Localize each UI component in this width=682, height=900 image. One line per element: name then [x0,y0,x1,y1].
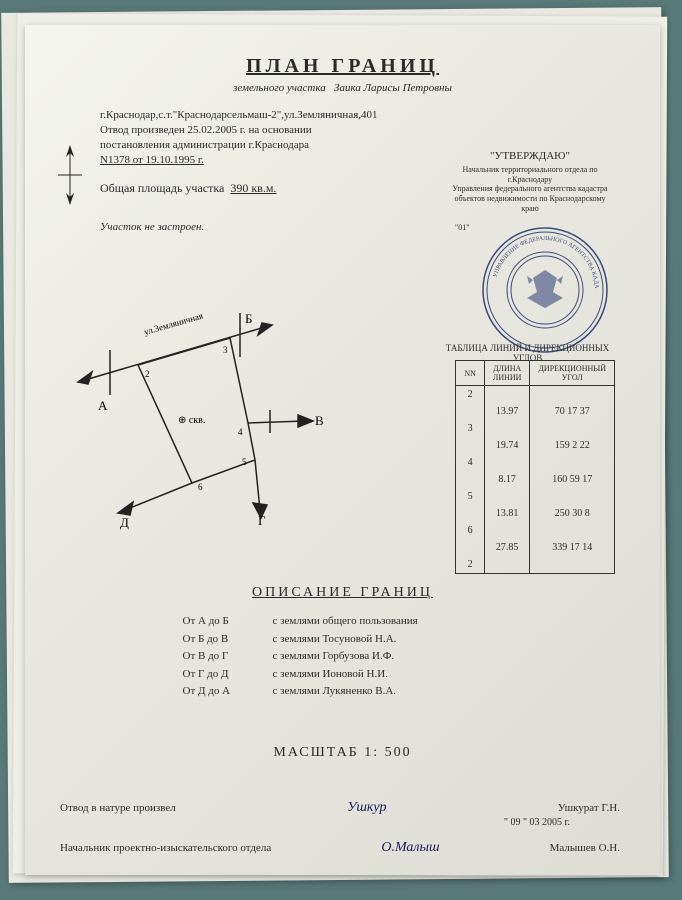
sig2-name: Малышев О.Н. [550,842,620,854]
svg-text:4: 4 [238,427,243,437]
boundary-desc: с землями Ионовой Н.И. [273,666,503,684]
boundary-row: От Б до Вс землями Тосуновой Н.А. [25,631,660,649]
boundary-from: От А до Б [183,613,273,631]
svg-text:6: 6 [198,482,203,492]
pt-A: А [98,398,108,413]
sig1-name: Ушкурат Г.Н. [558,802,620,814]
pt-B: Б [245,311,252,326]
sig1-signature: Ушкур [347,800,386,816]
table-row: 8.17 160 59 17 [456,471,615,488]
boundary-desc: с землями Лукяненко В.А. [273,683,503,701]
sig2-label: Начальник проектно-изыскательского отдел… [60,842,271,854]
svg-text:3: 3 [223,345,228,355]
table-row: 4 [456,454,615,471]
compass-icon [55,145,85,205]
table-row: 6 [456,522,615,539]
col-ang: ДИРЕКЦИОННЫЙУГОЛ [530,361,615,386]
boundary-row: От Г до Дс землями Ионовой Н.И. [25,666,660,684]
pt-V: В [315,413,324,428]
signature-row-2: Начальник проектно-изыскательского отдел… [60,840,620,856]
resolution: постановления администрации г.Краснодара [100,138,420,153]
boundary-row: От Д до Ас землями Лукяненко В.А. [25,683,660,701]
svg-text:2: 2 [145,369,150,379]
approve-block: "УТВЕРЖДАЮ" Начальник территориального о… [445,150,615,233]
boundary-from: От Г до Д [183,666,273,684]
table-header-row: NN ДЛИНАЛИНИИ ДИРЕКЦИОННЫЙУГОЛ [456,361,615,386]
doc-title: ПЛАН ГРАНИЦ [60,55,625,78]
sig2-signature: О.Малыш [381,840,439,856]
approve-l2: Управления федерального агентства кадаст… [445,184,615,194]
approve-l1: Начальник территориального отдела по г.К… [445,165,615,184]
coord-table: NN ДЛИНАЛИНИИ ДИРЕКЦИОННЫЙУГОЛ 2 13.97 7… [455,360,615,574]
doc-subtitle: земельного участка Заика Ларисы Петровны [60,82,625,94]
col-len: ДЛИНАЛИНИИ [484,361,530,386]
boundaries-section: ОПИСАНИЕ ГРАНИЦ От А до Бс землями общег… [25,585,660,701]
address: г.Краснодар,с.т."Краснодарсельмаш-2",ул.… [100,108,420,123]
street-label: ул.Земляничная [143,311,204,337]
signature-date: " 09 " 03 2005 г. [504,817,570,828]
approve-title: "УТВЕРЖДАЮ" [445,150,615,163]
scale-label: МАСШТАБ 1: 500 [25,745,660,761]
boundary-desc: с землями Горбузова И.Ф. [273,648,503,666]
boundary-desc: с землями Тосуновой Н.А. [273,631,503,649]
table-row: 5 [456,488,615,505]
well-label: ⊕ скв. [178,415,205,426]
boundary-row: От В до Гс землями Горбузова И.Ф. [25,648,660,666]
signature-row-1: Отвод в натуре произвел Ушкур Ушкурат Г.… [60,800,620,816]
table-row: 2 [456,556,615,574]
allotment: Отвод произведен 25.02.2005 г. на основа… [100,123,420,138]
boundary-from: От Б до В [183,631,273,649]
sig1-label: Отвод в натуре произвел [60,802,176,814]
table-row: 19.74 159 2 22 [456,437,615,454]
official-stamp-icon: УПРАВЛЕНИЕ ФЕДЕРАЛЬНОГО АГЕНТСТВА КАДАСТ… [480,225,610,355]
pt-G: Г [258,513,266,528]
plot-diagram: ул.Земляничная А Б В Г Д 2 3 4 5 6 ⊕ скв… [70,305,350,535]
boundaries-title: ОПИСАНИЕ ГРАНИЦ [25,585,660,601]
table-row: 27.85 339 17 14 [456,539,615,556]
table-row: 3 [456,420,615,437]
col-nn: NN [456,361,485,386]
svg-text:5: 5 [242,457,247,467]
document-page: ПЛАН ГРАНИЦ земельного участка Заика Лар… [25,25,660,875]
pt-D: Д [120,515,129,530]
boundary-from: От В до Г [183,648,273,666]
boundary-desc: с землями общего пользования [273,613,503,631]
boundary-row: От А до Бс землями общего пользования [25,613,660,631]
resolution-num: N1378 от 19.10.1995 г. [100,153,420,168]
info-block: г.Краснодар,с.т."Краснодарсельмаш-2",ул.… [100,108,420,167]
table-row: 13.97 70 17 37 [456,403,615,420]
table-row: 13.81 250 30 8 [456,505,615,522]
boundary-from: От Д до А [183,683,273,701]
approve-l3: объектов недвижимости по Краснодарскому … [445,194,615,213]
